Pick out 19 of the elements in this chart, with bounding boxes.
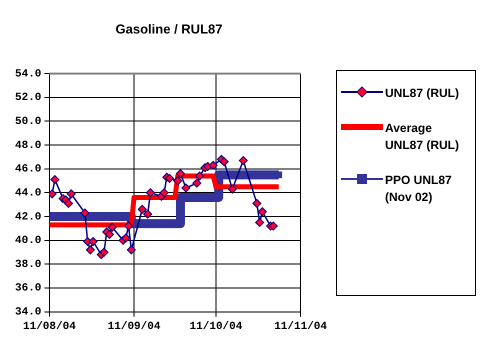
y-tick-label: 44.0 — [15, 187, 42, 200]
y-tick-label: 38.0 — [15, 258, 42, 271]
x-tick-label: 11/10/04 — [190, 321, 243, 334]
y-tick-label: 52.0 — [15, 92, 42, 104]
y-tick-label: 40.0 — [15, 235, 42, 248]
y-tick-label: 50.0 — [15, 116, 42, 128]
y-tick-label: 54.0 — [15, 68, 42, 80]
y-tick-label: 36.0 — [15, 282, 42, 295]
chart-title: Gasoline / RUL87 — [116, 21, 222, 36]
x-tick-label: 11/11/04 — [274, 321, 328, 334]
x-tick-label: 11/09/04 — [108, 321, 161, 334]
y-tick-label: 46.0 — [15, 164, 42, 176]
y-tick-label: 34.0 — [15, 306, 42, 319]
y-tick-label: 42.0 — [15, 211, 42, 224]
legend-label: UNL87 (RUL) — [385, 85, 460, 102]
legend-label: Average UNL87 (RUL) — [385, 120, 460, 154]
x-tick-label: 11/08/04 — [23, 321, 76, 334]
legend-label: PPO UNL87 (Nov 02) — [385, 172, 453, 206]
y-tick-label: 48.0 — [15, 140, 42, 152]
